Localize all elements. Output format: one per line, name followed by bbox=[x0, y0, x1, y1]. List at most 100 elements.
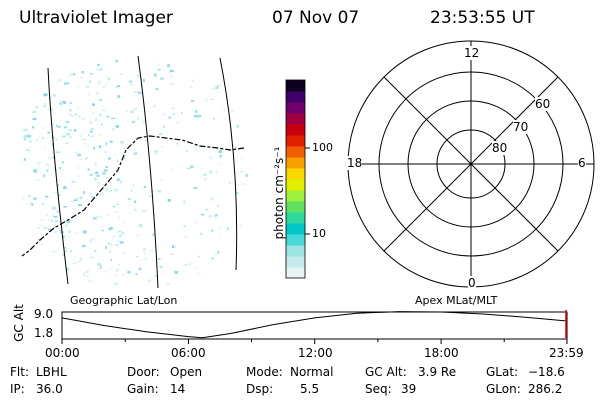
image-pixel bbox=[193, 267, 197, 270]
image-pixel bbox=[65, 250, 67, 253]
image-pixel bbox=[142, 247, 146, 251]
image-pixel bbox=[59, 229, 62, 232]
image-pixel bbox=[198, 115, 202, 118]
image-pixel bbox=[136, 256, 138, 258]
meridian-line-2 bbox=[137, 55, 159, 289]
gain-value: 14 bbox=[170, 382, 186, 396]
image-pixel bbox=[71, 180, 76, 183]
image-pixel bbox=[113, 154, 116, 156]
image-pixel bbox=[71, 217, 75, 219]
image-pixel bbox=[74, 152, 77, 154]
image-pixel bbox=[128, 80, 133, 83]
image-pixel bbox=[53, 216, 58, 218]
image-pixel bbox=[151, 250, 153, 252]
image-pixel bbox=[162, 113, 166, 116]
image-pixel bbox=[102, 172, 106, 175]
image-pixel bbox=[40, 243, 44, 245]
image-pixel bbox=[106, 115, 110, 118]
image-pixel bbox=[159, 265, 163, 268]
uv-image-speckles bbox=[22, 59, 248, 286]
image-pixel bbox=[108, 250, 112, 253]
image-pixel bbox=[155, 88, 159, 90]
image-pixel bbox=[143, 253, 146, 256]
image-pixel bbox=[154, 275, 157, 277]
image-pixel bbox=[23, 159, 27, 161]
image-pixel bbox=[91, 112, 95, 114]
image-pixel bbox=[52, 94, 56, 97]
image-pixel bbox=[74, 113, 77, 116]
image-pixel bbox=[121, 232, 125, 235]
image-pixel bbox=[119, 234, 121, 237]
image-pixel bbox=[122, 252, 125, 254]
image-pixel bbox=[113, 108, 115, 110]
image-pixel bbox=[137, 75, 140, 77]
image-pixel bbox=[42, 203, 44, 205]
image-pixel bbox=[176, 121, 179, 124]
image-pixel bbox=[111, 117, 115, 120]
image-pixel bbox=[70, 114, 74, 117]
image-pixel bbox=[158, 189, 161, 193]
image-pixel bbox=[94, 250, 97, 252]
image-pixel bbox=[113, 188, 118, 192]
image-pixel bbox=[137, 116, 140, 120]
colorbar-segment bbox=[286, 190, 305, 202]
image-pixel bbox=[219, 237, 222, 239]
image-pixel bbox=[211, 229, 214, 232]
image-pixel bbox=[160, 179, 163, 181]
image-pixel bbox=[107, 243, 111, 245]
image-pixel bbox=[120, 140, 124, 144]
image-pixel bbox=[24, 158, 26, 161]
image-pixel bbox=[217, 250, 220, 254]
date-label: 07 Nov 07 bbox=[272, 8, 360, 28]
image-pixel bbox=[59, 120, 62, 122]
colorbar-segment bbox=[286, 212, 305, 224]
image-pixel bbox=[226, 227, 229, 230]
image-pixel bbox=[215, 213, 218, 217]
image-pixel bbox=[123, 221, 125, 224]
image-pixel bbox=[94, 118, 98, 121]
colorbar-segment bbox=[286, 234, 305, 246]
colorbar-segment bbox=[286, 102, 305, 114]
image-pixel bbox=[77, 85, 79, 87]
image-pixel bbox=[57, 184, 60, 186]
image-pixel bbox=[99, 134, 103, 137]
image-pixel bbox=[101, 229, 104, 232]
image-pixel bbox=[109, 189, 112, 192]
image-pixel bbox=[100, 264, 103, 267]
image-pixel bbox=[89, 130, 93, 133]
seq-label: Seq: bbox=[365, 382, 392, 396]
image-pixel bbox=[215, 170, 219, 173]
image-pixel bbox=[109, 140, 113, 143]
image-pixel bbox=[78, 260, 82, 263]
image-pixel bbox=[24, 134, 27, 138]
image-pixel bbox=[68, 230, 71, 233]
image-pixel bbox=[51, 213, 55, 216]
image-pixel bbox=[194, 148, 198, 151]
image-pixel bbox=[189, 85, 193, 88]
image-pixel bbox=[69, 73, 74, 76]
image-pixel bbox=[38, 135, 41, 139]
image-pixel bbox=[117, 178, 121, 181]
colorbar-segment bbox=[286, 201, 305, 213]
image-pixel bbox=[53, 192, 58, 193]
xtick-label-2359: 23:59 bbox=[549, 346, 584, 360]
dsp-value: 5.5 bbox=[300, 382, 320, 396]
image-pixel bbox=[190, 165, 194, 169]
image-pixel bbox=[241, 183, 245, 185]
lat-label-70: 70 bbox=[513, 120, 529, 134]
image-pixel bbox=[123, 156, 126, 160]
image-pixel bbox=[105, 177, 109, 179]
colorbar-label-10: 10 bbox=[312, 227, 326, 240]
image-pixel bbox=[92, 103, 95, 106]
image-pixel bbox=[130, 190, 133, 192]
image-pixel bbox=[65, 142, 69, 144]
time-label: 23:53:55 UT bbox=[430, 8, 535, 28]
image-pixel bbox=[96, 181, 100, 184]
image-pixel bbox=[171, 107, 176, 110]
image-pixel bbox=[89, 80, 92, 83]
image-pixel bbox=[223, 109, 227, 112]
image-pixel bbox=[103, 169, 108, 172]
image-pixel bbox=[117, 230, 122, 233]
image-pixel bbox=[46, 213, 48, 216]
